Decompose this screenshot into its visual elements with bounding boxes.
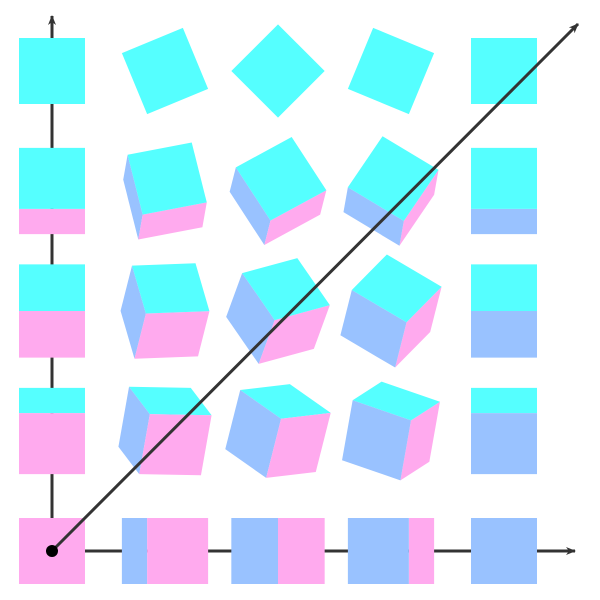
cube-front-face [264, 190, 327, 246]
cube-front-face [278, 518, 325, 584]
cube-cell [347, 518, 435, 584]
cube-cell [471, 147, 537, 235]
cube-cell [471, 264, 537, 358]
cube-top-face [347, 136, 439, 221]
cube-side-face [347, 518, 409, 584]
cube-front-face [147, 518, 209, 584]
cube-cell [19, 387, 85, 475]
cube-top-face [240, 384, 331, 419]
cube-cell [347, 27, 435, 115]
cube-side-face [340, 290, 407, 368]
cube-cell [226, 258, 330, 364]
cube-cell [121, 27, 209, 115]
cube-cell [471, 38, 537, 104]
cube-cell [225, 384, 331, 478]
cube-top-face [132, 263, 210, 314]
cube-top-face [351, 254, 442, 323]
cube-side-face [231, 518, 278, 584]
cube-front-face [400, 401, 440, 481]
diagonal-axis [50, 22, 580, 553]
cube-cell [19, 264, 85, 358]
cube-front-face [258, 305, 330, 364]
cube-cell [118, 386, 212, 476]
cube-top-face [19, 38, 85, 104]
cube-top-face [471, 387, 537, 414]
origin-dot [46, 545, 58, 557]
cube-top-face [19, 147, 85, 209]
cube-top-face [121, 27, 209, 115]
cube-front-face [408, 518, 435, 584]
cube-side-face [118, 386, 150, 475]
cube-top-face [19, 264, 85, 311]
cube-cell [231, 518, 325, 584]
cube-front-face [395, 286, 442, 368]
cube-front-face [138, 202, 207, 240]
cube-top-face [352, 381, 440, 421]
cube-side-face [123, 154, 143, 240]
cube-top-face [471, 264, 537, 311]
cube-front-face [19, 208, 85, 235]
cube-cell [231, 24, 325, 118]
cube-top-face [242, 258, 330, 321]
cube-cell [229, 136, 327, 246]
cube-top-face [347, 27, 435, 115]
cube-cell [19, 38, 85, 104]
cube-side-face [471, 311, 537, 358]
cube-side-face [471, 413, 537, 475]
cube-side-face [120, 265, 146, 359]
cube-top-face [235, 136, 327, 221]
cube-front-face [19, 413, 85, 475]
cube-side-face [342, 400, 412, 481]
cube-side-face [471, 518, 537, 584]
cube-cell [342, 381, 440, 481]
cube-cell [471, 518, 537, 584]
cube-top-face [231, 24, 325, 118]
cube-front-face [266, 412, 331, 478]
cube-cell [340, 254, 442, 368]
cube-cell [123, 142, 207, 240]
cube-side-face [343, 187, 404, 246]
cube-side-face [225, 390, 282, 478]
cube-top-face [471, 38, 537, 104]
cube-side-face [471, 208, 537, 235]
cube-side-face [229, 167, 271, 246]
cube-cell [343, 136, 439, 246]
cube-top-face [127, 142, 207, 215]
cube-front-face [139, 414, 212, 476]
cube-cell [471, 387, 537, 475]
cube-cell [121, 518, 209, 584]
cube-front-face [134, 311, 210, 359]
cube-front-face [19, 311, 85, 358]
cube-front-face [399, 169, 439, 246]
cube-top-face [129, 386, 212, 416]
cube-cell [120, 263, 210, 359]
cube-top-face [19, 387, 85, 414]
cube-grid [19, 24, 537, 584]
cube-cell [19, 147, 85, 235]
cube-top-face [471, 147, 537, 209]
cube-side-face [121, 518, 148, 584]
